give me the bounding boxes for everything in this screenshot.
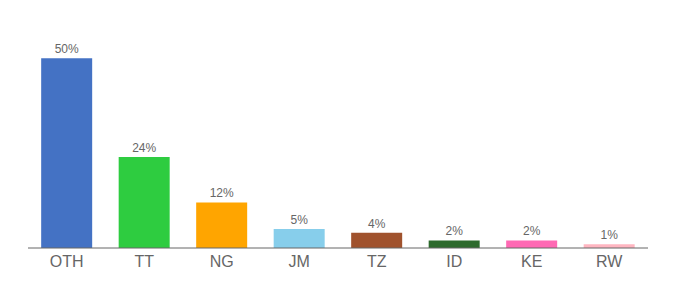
- svg-text:1%: 1%: [601, 228, 619, 242]
- svg-text:TT: TT: [134, 253, 154, 270]
- svg-text:ID: ID: [446, 253, 462, 270]
- svg-text:12%: 12%: [210, 186, 234, 200]
- svg-text:4%: 4%: [368, 217, 386, 231]
- svg-text:KE: KE: [521, 253, 542, 270]
- svg-text:24%: 24%: [132, 141, 156, 155]
- svg-text:RW: RW: [596, 253, 623, 270]
- svg-text:OTH: OTH: [50, 253, 84, 270]
- svg-text:2%: 2%: [446, 224, 464, 238]
- svg-text:50%: 50%: [55, 42, 79, 56]
- svg-text:2%: 2%: [523, 224, 541, 238]
- svg-text:NG: NG: [210, 253, 234, 270]
- svg-text:5%: 5%: [291, 213, 309, 227]
- svg-text:TZ: TZ: [367, 253, 387, 270]
- svg-text:JM: JM: [289, 253, 310, 270]
